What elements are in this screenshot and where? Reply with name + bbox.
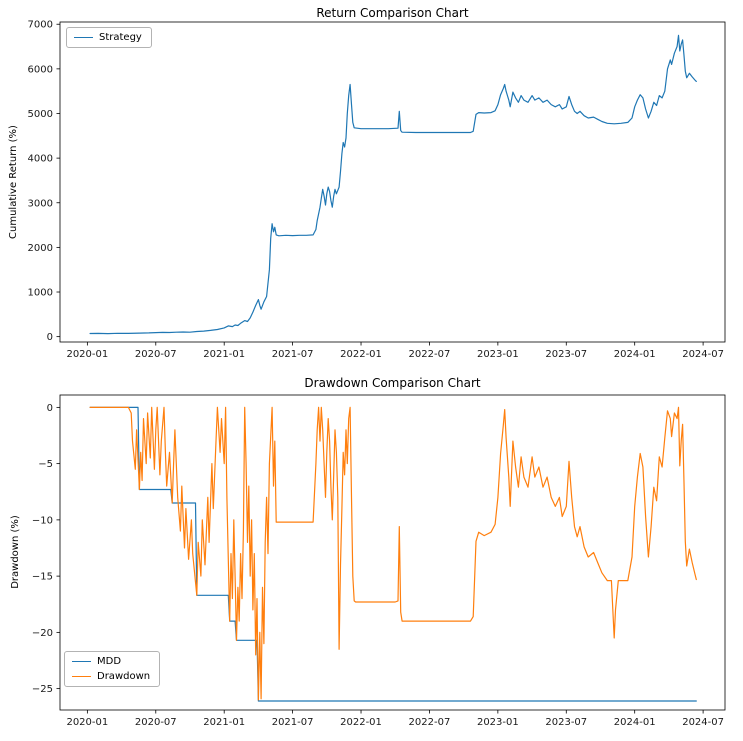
series-line-drawdown	[89, 406, 697, 701]
x-tick-label: 2020-01	[66, 349, 108, 360]
legend-line-sample	[72, 676, 91, 677]
return-chart-plot-area: 2020-01 2020-07 2021-01 2021-07 2022-01 2022-…	[28, 20, 726, 360]
x-tick-label: 2021-01	[203, 717, 245, 728]
y-tick-label: 4000	[28, 154, 53, 165]
y-tick-label: 2000	[28, 243, 53, 254]
x-tick-label: 2020-01	[66, 717, 108, 728]
x-tick-label: 2020-07	[135, 717, 177, 728]
y-tick-label: 3000	[28, 198, 53, 209]
y-tick-label: 7000	[28, 20, 53, 31]
return-chart-title: Return Comparison Chart	[316, 6, 469, 20]
legend-label: Drawdown	[97, 671, 151, 682]
legend-line-sample	[74, 37, 93, 38]
y-tick-label: 0	[47, 332, 53, 343]
x-tick-label: 2024-07	[682, 717, 724, 728]
x-tick-label: 2021-01	[203, 349, 245, 360]
drawdown-chart-plot-area: 2020-01 2020-07 2021-01 2021-07 2022-01 2022-…	[32, 394, 726, 728]
legend-entry-mdd: MDD	[72, 656, 150, 667]
x-tick-label: 2024-01	[614, 349, 656, 360]
x-tick-label: 2023-01	[477, 349, 519, 360]
y-tick-label: −10	[32, 515, 53, 526]
x-tick-label: 2021-07	[272, 717, 314, 728]
return-chart-legend: Strategy	[66, 27, 152, 48]
x-tick-label: 2024-07	[682, 349, 724, 360]
y-tick-label: 1000	[28, 288, 53, 299]
x-tick-label: 2022-07	[409, 717, 451, 728]
y-tick-label: 6000	[28, 64, 53, 75]
drawdown-chart-title: Drawdown Comparison Chart	[304, 376, 481, 390]
x-tick-label: 2020-07	[135, 349, 177, 360]
x-tick-label: 2022-07	[409, 349, 451, 360]
y-tick-label: −5	[38, 459, 53, 470]
drawdown-chart-legend: MDD Drawdown	[64, 651, 161, 687]
y-tick-label: −25	[32, 684, 53, 695]
y-tick-label: 5000	[28, 109, 53, 120]
x-tick-label: 2022-01	[340, 349, 382, 360]
y-tick-label: −15	[32, 572, 53, 583]
legend-label: MDD	[97, 656, 122, 667]
series-line-strategy	[89, 34, 697, 335]
y-tick-label: 0	[47, 403, 53, 414]
x-tick-label: 2023-01	[477, 717, 519, 728]
y-tick-label: −20	[32, 628, 53, 639]
x-tick-label: 2024-01	[614, 717, 656, 728]
x-tick-label: 2021-07	[272, 349, 314, 360]
plot-border	[59, 394, 726, 711]
legend-label: Strategy	[99, 32, 142, 43]
legend-line-sample	[72, 661, 91, 662]
legend-entry-drawdown: Drawdown	[72, 671, 150, 682]
x-tick-label: 2022-01	[340, 717, 382, 728]
plot-border	[59, 21, 726, 343]
x-tick-label: 2023-07	[545, 717, 587, 728]
x-tick-label: 2023-07	[545, 349, 587, 360]
series-line-mdd	[89, 406, 697, 702]
legend-entry-strategy: Strategy	[74, 32, 142, 43]
